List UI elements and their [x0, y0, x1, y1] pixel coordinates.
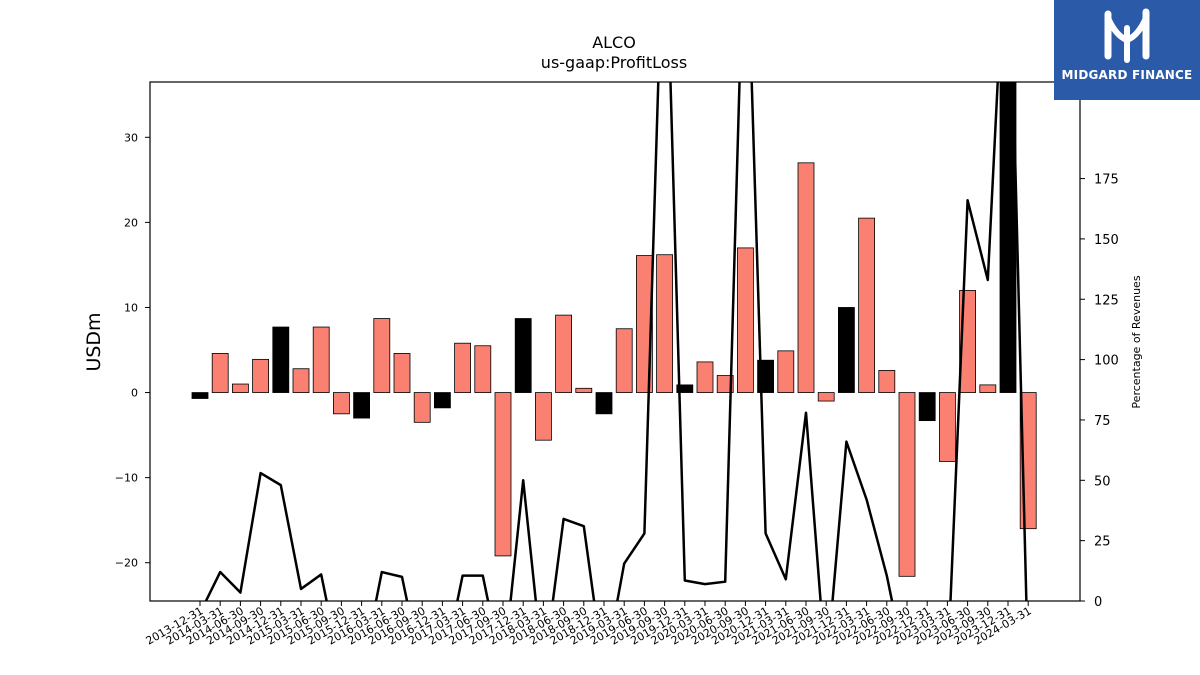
axes: −20−10010203002550751001251501752013-12-…	[115, 81, 1119, 648]
y2-axis-label: Percentage of Revenues	[1130, 275, 1143, 408]
chart-title: ALCO	[592, 33, 636, 52]
bar	[373, 318, 391, 393]
bar	[979, 384, 997, 393]
bar	[514, 318, 532, 393]
bar	[494, 392, 512, 557]
bar	[716, 375, 734, 393]
y-tick-label: 10	[124, 301, 138, 314]
y2-tick-label: 100	[1094, 354, 1119, 369]
midgard-logo-icon	[1104, 8, 1150, 63]
logo-text: MIDGARD FINANCE	[1061, 68, 1193, 82]
y-tick-label: −20	[115, 557, 138, 570]
y2-tick-label: 150	[1094, 233, 1119, 248]
y2-tick-label: 75	[1094, 414, 1111, 429]
bar	[737, 247, 754, 393]
y2-tick-label: 50	[1094, 474, 1111, 489]
bar	[656, 254, 673, 393]
revenue-percentage-line-series	[204, 82, 1028, 601]
bar	[575, 387, 593, 393]
bar	[332, 392, 350, 415]
bar	[231, 383, 249, 393]
y-tick-label: 0	[131, 387, 138, 400]
bar	[939, 392, 956, 462]
bar	[191, 392, 209, 399]
bar	[838, 307, 855, 393]
bar	[454, 342, 472, 393]
bar	[272, 326, 290, 393]
bar	[555, 314, 572, 393]
bar	[292, 368, 310, 393]
bar	[413, 392, 431, 423]
bar	[211, 353, 229, 393]
bar	[918, 392, 936, 422]
bar	[393, 353, 411, 393]
y-tick-label: −10	[115, 472, 138, 485]
bar	[252, 358, 270, 393]
bar	[535, 392, 552, 441]
y2-tick-label: 0	[1094, 595, 1102, 610]
bar	[696, 361, 714, 393]
chart-subtitle: us-gaap:ProfitLoss	[541, 53, 687, 72]
bar	[636, 255, 653, 393]
y2-tick-label: 125	[1094, 293, 1119, 308]
bar	[676, 384, 694, 393]
y-tick-label: 20	[124, 216, 138, 229]
bar	[353, 392, 371, 419]
bar	[595, 392, 613, 415]
bar	[777, 350, 795, 393]
bar	[797, 162, 815, 393]
y2-tick-label: 175	[1094, 173, 1119, 188]
bar	[898, 392, 916, 577]
y-axis-label: USDm	[83, 312, 105, 371]
revenue-percentage-line	[204, 82, 1028, 601]
bar	[474, 345, 492, 393]
bar	[615, 328, 633, 393]
y2-tick-label: 25	[1094, 535, 1111, 550]
bar	[817, 392, 835, 402]
bar	[878, 370, 896, 393]
bar	[858, 217, 875, 393]
plot-frame	[149, 81, 1081, 602]
bar	[433, 392, 451, 409]
bar-series	[191, 81, 1037, 577]
midgard-finance-logo: MIDGARD FINANCE	[1054, 0, 1200, 100]
bar	[312, 326, 330, 393]
y-tick-label: 30	[124, 131, 138, 144]
